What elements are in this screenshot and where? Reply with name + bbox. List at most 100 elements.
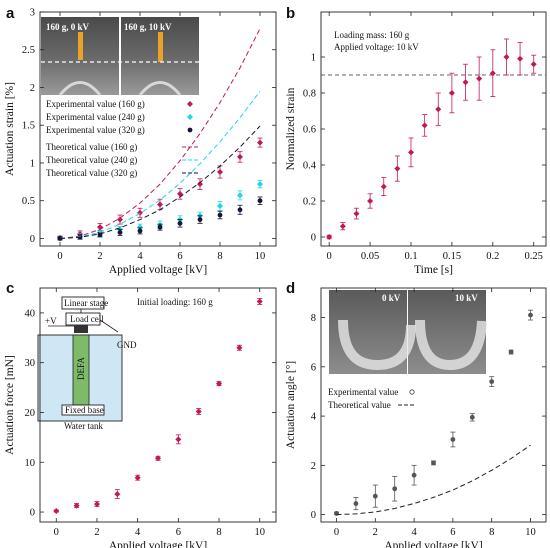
panel-d-inset-photo: 0 kV 10 kV [329,290,487,374]
data-point [435,106,442,113]
theory-line [59,125,261,239]
data-point [197,217,203,222]
y-tick-label: 40 [25,308,36,319]
series-d-1 [336,444,531,516]
series-b-0 [326,38,537,240]
data-point [508,349,514,355]
y-tick-label: 1.5 [22,121,35,132]
x-tick-label: 0 [334,527,339,538]
data-point [73,502,80,509]
inset-label-10kv: 10 kV [455,293,478,303]
x-axis-label: Applied voltage [kV] [109,540,207,548]
legend-label-theo-240: Theoretical value (240 g) [46,155,137,165]
x-tick-label: 6 [176,527,181,538]
y-tick-label: 1 [311,53,316,64]
series-a-1 [57,179,263,242]
data-point [93,501,100,508]
x-tick-label: 0.25 [525,251,543,262]
data-point [236,344,243,351]
x-tick-label: 4 [135,527,141,538]
x-tick-label: 10 [254,527,265,538]
data-point [117,230,123,235]
legend-marker [187,114,193,120]
x-tick-label: 2 [94,527,99,538]
x-tick-label: 10 [525,527,536,538]
x-tick-label: 8 [216,527,221,538]
panel-label-a: a [6,5,15,22]
schematic-label-defa: DEFA [76,357,86,380]
legend-label-theo-320: Theoretical value (320 g) [46,168,137,178]
x-axis-label: Applied voltage [kV] [384,540,482,548]
y-tick-label: 0 [30,508,35,519]
y-tick-label: 1 [30,158,35,169]
y-tick-label: 10 [25,458,36,469]
panel-label-c: c [6,280,14,297]
y-tick-label: 3 [30,8,35,19]
y-tick-label: 0.5 [22,196,35,207]
data-point [197,181,203,188]
data-point [257,139,263,146]
y-tick-label: 30 [25,358,36,369]
inset-label-160g-0kv: 160 g, 0 kV [46,22,90,32]
annotation-initial-loading: Initial loading: 160 g [137,297,213,307]
y-tick-label: 8 [311,313,316,324]
x-tick-label: 10 [255,251,266,262]
data-point [517,55,524,62]
plot-panel-c: 0 2 4 6 8 10 0 10 20 30 40 Applied voltage [kV] Actu… [4,287,277,548]
x-tick-label: 2 [373,527,378,538]
legend-label-exp-angle: Experimental value [328,387,398,397]
series-d-0 [334,309,533,516]
x-tick-label: 0.15 [443,251,461,262]
x-tick-label: 0 [54,527,59,538]
theory-line [59,28,261,239]
y-tick-label: 0.4 [303,161,317,172]
schematic-label-fixed-base: Fixed base [65,405,104,415]
y-tick-label: 0.2 [303,197,316,208]
data-point [431,460,436,466]
legend-label-theo-angle: Theoretical value [328,400,391,410]
data-point [421,122,428,129]
data-point [117,216,123,223]
x-tick-label: 8 [489,527,494,538]
legend-label-theo-160: Theoretical value (160 g) [46,142,137,152]
x-tick-label: 4 [137,251,143,262]
schematic-label-gnd: GND [117,340,137,350]
data-point [326,234,333,240]
data-point [257,181,263,188]
data-point [489,379,495,384]
series-a-5 [59,125,261,239]
inset-label-0kv: 0 kV [382,293,401,303]
plot-frame-a [39,11,277,247]
data-point [217,212,223,218]
data-point [137,224,143,231]
annotation-loading-mass: Loading mass: 160 g [334,30,410,40]
x-tick-label: 6 [177,251,182,262]
schematic-label-linear-stage: Linear stage [64,298,108,308]
x-tick-label: 6 [450,527,455,538]
schematic-label-load-cell: Load cell [70,314,104,324]
x-tick-label: 2 [97,251,102,262]
x-tick-label: 0.2 [486,251,499,262]
series-a-4 [59,90,261,239]
data-point [216,380,223,387]
y-tick-label: 4 [311,412,317,423]
data-point [448,90,455,96]
data-point [195,408,202,415]
panel-label-b: b [286,5,295,22]
plot-frame-d [320,287,547,523]
data-point [469,414,475,420]
legend-panel-d: Experimental value Theoretical value [328,387,416,410]
data-point [339,223,346,230]
legend-label-exp-320: Experimental value (320 g) [46,125,145,135]
x-tick-label: 4 [411,527,417,538]
data-point [175,436,182,443]
legend-marker [409,389,415,395]
data-point [237,207,243,213]
y-tick-label: 0.6 [303,125,316,136]
y-tick-label: 6 [311,362,316,373]
x-tick-label: 8 [217,251,222,262]
data-point [367,198,374,204]
data-point [237,153,243,160]
legend-label-exp-240: Experimental value (240 g) [46,112,145,122]
